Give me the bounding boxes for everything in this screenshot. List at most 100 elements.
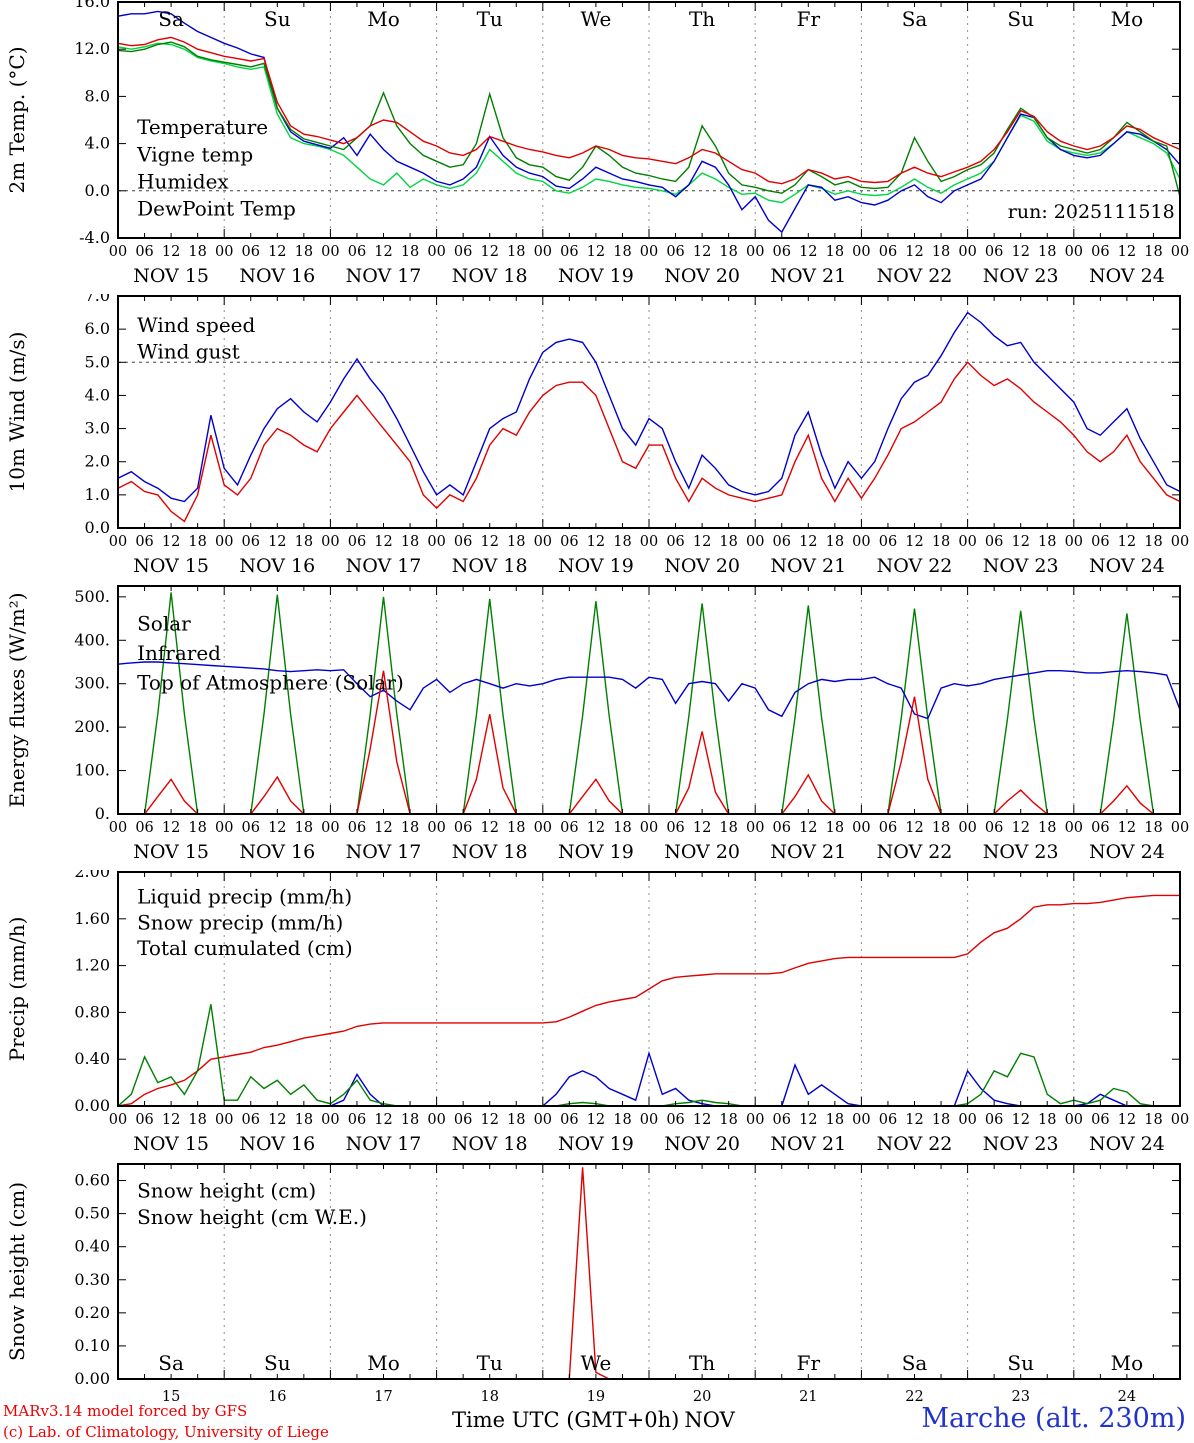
weekday-label: Mo	[1111, 7, 1144, 31]
model-credit: MARv3.14 model forced by GFS	[3, 1402, 248, 1420]
date-label: NOV 21	[770, 1133, 846, 1155]
hour-label: 12	[587, 244, 605, 260]
hour-label: 06	[773, 820, 791, 836]
y-tick-label: 1.0	[85, 485, 110, 504]
hour-label: 18	[188, 1112, 206, 1128]
hour-label: 06	[1091, 534, 1109, 550]
hour-label: 12	[587, 534, 605, 550]
hour-label: 00	[1171, 820, 1189, 836]
date-label: NOV 15	[133, 1133, 209, 1155]
weekday-label: Su	[1007, 7, 1034, 31]
hour-label: 12	[374, 1112, 392, 1128]
y-tick-label: 16.0	[74, 0, 110, 11]
hour-label: 00	[215, 820, 233, 836]
hour-label: 00	[958, 534, 976, 550]
hour-label: 00	[958, 244, 976, 260]
date-label: NOV 18	[452, 265, 528, 287]
day-number-label: 20	[693, 1389, 711, 1405]
hour-label: 06	[1091, 244, 1109, 260]
day-number-label: 19	[587, 1389, 605, 1405]
date-label: NOV 19	[558, 841, 634, 863]
hour-label: 12	[587, 820, 605, 836]
hour-label: 12	[268, 534, 286, 550]
series-top-of-atmosphere-solar	[118, 592, 1180, 815]
hour-label: 18	[932, 1112, 950, 1128]
hour-label: 06	[135, 244, 153, 260]
hour-label: 00	[746, 1112, 764, 1128]
y-tick-label: 0.20	[74, 1303, 110, 1322]
hour-label: 18	[613, 820, 631, 836]
hour-label: 06	[985, 244, 1003, 260]
hour-label: 12	[587, 1112, 605, 1128]
hour-label: 18	[401, 1112, 419, 1128]
hour-label: 00	[640, 820, 658, 836]
hour-label: 00	[321, 534, 339, 550]
hour-label: 06	[666, 534, 684, 550]
hour-label: 00	[852, 244, 870, 260]
weekday-label: We	[581, 1351, 612, 1375]
date-label: NOV 24	[1089, 265, 1165, 287]
hour-label: 00	[1065, 820, 1083, 836]
hour-label: 18	[507, 820, 525, 836]
x-axis-title: Time UTC (GMT+0h)	[452, 1408, 680, 1432]
date-label: NOV 19	[558, 1133, 634, 1155]
day-number-label: 24	[1118, 1389, 1136, 1405]
hour-label: 00	[1065, 244, 1083, 260]
date-label: NOV 22	[877, 1133, 953, 1155]
hour-label: 00	[958, 820, 976, 836]
hour-label: 18	[1144, 820, 1162, 836]
date-label: NOV 19	[558, 555, 634, 577]
hour-label: 12	[1011, 1112, 1029, 1128]
day-number-label: 17	[374, 1389, 392, 1405]
hour-label: 06	[560, 820, 578, 836]
weekday-label: Sa	[158, 7, 184, 31]
hour-label: 18	[1038, 820, 1056, 836]
hour-label: 00	[852, 820, 870, 836]
day-number-label: 23	[1011, 1389, 1029, 1405]
date-label: NOV 23	[983, 841, 1059, 863]
legend-infrared: Infrared	[137, 641, 221, 665]
hour-label: 06	[985, 534, 1003, 550]
y-tick-label: 5.0	[85, 352, 110, 371]
y-tick-label: 12.0	[74, 39, 110, 58]
hour-label: 12	[1118, 820, 1136, 836]
hour-label: 18	[932, 244, 950, 260]
hour-label: 18	[295, 534, 313, 550]
hour-label: 18	[188, 534, 206, 550]
legend-wind-speed: Wind speed	[137, 313, 255, 337]
date-label: NOV 21	[770, 265, 846, 287]
hour-label: 18	[295, 820, 313, 836]
y-tick-label: -4.0	[79, 228, 110, 247]
date-label: NOV 18	[452, 555, 528, 577]
day-number-label: 18	[480, 1389, 498, 1405]
y-tick-label: 0.00	[74, 1369, 110, 1388]
hour-label: 00	[427, 820, 445, 836]
hour-label: 12	[799, 1112, 817, 1128]
weekday-label: Su	[264, 1351, 291, 1375]
y-tick-label: 200.	[74, 717, 110, 736]
y-tick-label: 100.	[74, 761, 110, 780]
hour-label: 12	[905, 820, 923, 836]
hour-label: 06	[879, 534, 897, 550]
date-label: NOV 24	[1089, 1133, 1165, 1155]
legend-snow-height: Snow height (cm)	[137, 1178, 316, 1202]
weekday-label: Su	[264, 7, 291, 31]
hour-label: 06	[348, 534, 366, 550]
hour-label: 18	[295, 244, 313, 260]
y-tick-label: 1.60	[74, 909, 110, 928]
y-tick-label: 1.20	[74, 956, 110, 975]
hour-label: 00	[534, 1112, 552, 1128]
credits: MARv3.14 model forced by GFS (c) Lab. of…	[3, 1401, 329, 1443]
hour-label: 06	[985, 820, 1003, 836]
date-label: NOV 23	[983, 265, 1059, 287]
y-tick-label: 500.	[74, 587, 110, 606]
hour-label: 00	[746, 244, 764, 260]
hour-label: 00	[1065, 534, 1083, 550]
date-label: NOV 16	[239, 555, 315, 577]
hour-label: 06	[666, 1112, 684, 1128]
hour-label: 12	[693, 534, 711, 550]
hour-label: 00	[958, 1112, 976, 1128]
date-label: NOV 23	[983, 1133, 1059, 1155]
hour-label: 06	[135, 534, 153, 550]
hour-label: 18	[932, 820, 950, 836]
